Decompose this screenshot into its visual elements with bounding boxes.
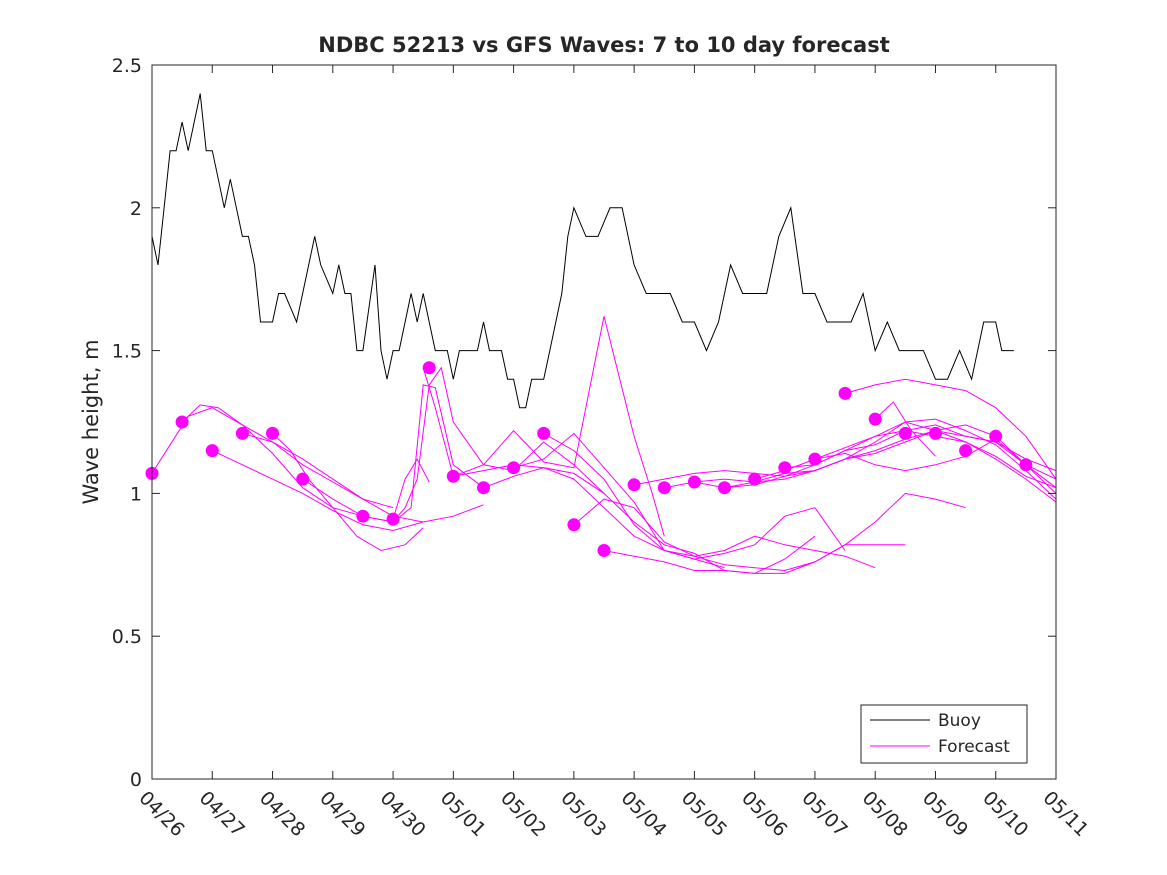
forecast-marker [838, 386, 852, 400]
forecast-series [151, 316, 1057, 574]
forecast-marker [808, 452, 822, 466]
forecast-marker [446, 469, 460, 483]
x-tick-label: 05/02 [496, 787, 550, 841]
y-tick-label: 2 [130, 198, 142, 220]
forecast-marker [657, 481, 671, 495]
x-tick-label: 05/11 [1038, 787, 1092, 841]
forecast-run-line [784, 421, 1057, 503]
forecast-run-line [212, 450, 424, 532]
y-axis: 0 0.5 1 1.5 2 2.5 [112, 55, 1056, 791]
buoy-line [151, 93, 1014, 409]
x-tick-label: 04/26 [134, 787, 188, 841]
forecast-run-line [874, 401, 936, 457]
forecast-marker [386, 512, 400, 526]
chart-title: NDBC 52213 vs GFS Waves: 7 to 10 day for… [318, 33, 889, 57]
y-tick-label: 2.5 [112, 55, 142, 77]
forecast-run-line [242, 432, 484, 523]
forecast-marker [718, 481, 731, 495]
forecast-marker [597, 544, 611, 557]
forecast-run-line [543, 432, 876, 569]
x-tick-label: 05/09 [918, 787, 972, 841]
forecast-run-line [362, 366, 605, 523]
forecast-marker [868, 412, 882, 426]
forecast-markers [145, 361, 1033, 557]
forecast-marker [1019, 458, 1033, 472]
buoy-series [151, 93, 1014, 409]
forecast-run-line [483, 467, 816, 574]
forecast-marker [959, 444, 973, 458]
forecast-marker [175, 415, 189, 429]
forecast-run-line [603, 492, 966, 574]
forecast-marker [356, 509, 370, 523]
forecast-marker [235, 426, 249, 440]
plot-frame [151, 64, 1057, 780]
forecast-marker [507, 461, 521, 475]
forecast-marker [898, 426, 912, 440]
forecast-run-line [814, 438, 1057, 494]
y-tick-label: 0 [130, 769, 142, 791]
forecast-marker [627, 478, 641, 492]
forecast-marker [778, 461, 792, 475]
y-tick-label: 1 [130, 483, 142, 505]
x-tick-label: 05/05 [677, 787, 731, 841]
x-tick-label: 04/27 [195, 787, 249, 841]
legend-buoy-label: Buoy [938, 711, 981, 731]
x-tick-label: 05/03 [556, 787, 610, 841]
forecast-marker [989, 429, 1003, 443]
legend-forecast-label: Forecast [938, 737, 1010, 757]
x-tick-label: 04/29 [315, 787, 369, 841]
forecast-run-line [422, 316, 665, 537]
forecast-marker [929, 426, 942, 440]
y-axis-label: Wave height, m [79, 339, 103, 504]
x-tick-label: 05/10 [978, 787, 1032, 841]
forecast-marker [266, 426, 279, 440]
legend: Buoy Forecast [860, 704, 1028, 764]
forecast-marker [567, 518, 581, 532]
forecast-marker [477, 481, 490, 495]
x-tick-label: 04/28 [255, 787, 309, 841]
x-tick-label: 04/30 [376, 787, 430, 841]
x-tick-label: 05/04 [617, 787, 671, 841]
forecast-run-line [513, 432, 846, 560]
forecast-marker [748, 472, 762, 486]
x-tick-label: 05/01 [436, 787, 490, 841]
legend-box [860, 704, 1028, 764]
forecast-marker [205, 444, 219, 458]
forecast-marker [422, 361, 436, 375]
plot-background [152, 65, 1056, 779]
forecast-marker [537, 426, 551, 440]
x-tick-label: 05/07 [797, 787, 851, 841]
forecast-run-line [392, 458, 430, 520]
forecast-run-line [272, 433, 424, 552]
y-tick-label: 1.5 [112, 341, 142, 363]
x-tick-label: 05/08 [858, 787, 912, 841]
forecast-run-line [724, 418, 1057, 500]
forecast-marker [296, 472, 310, 486]
forecast-run-line [302, 384, 484, 523]
forecast-marker [687, 475, 701, 489]
y-tick-label: 0.5 [112, 626, 142, 648]
x-tick-label: 05/06 [737, 787, 791, 841]
forecast-run-line [844, 378, 1057, 480]
forecast-run-line [573, 498, 906, 572]
